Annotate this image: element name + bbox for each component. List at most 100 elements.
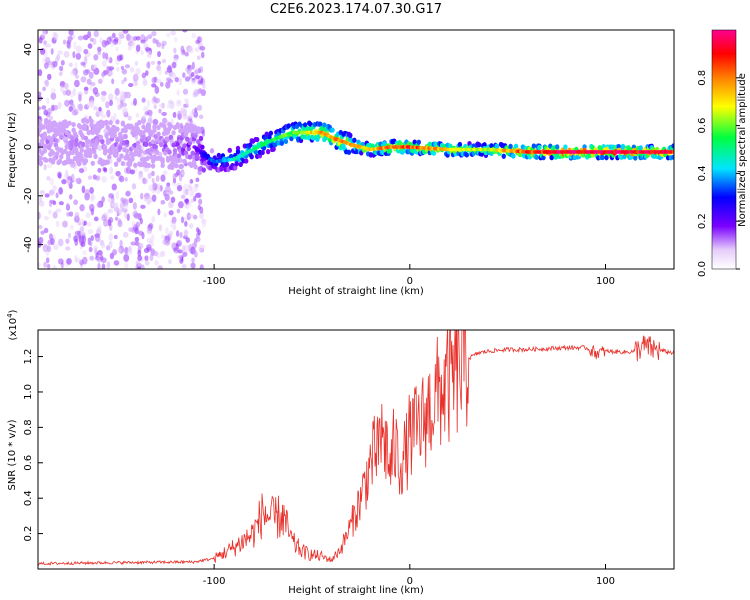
spectral-ridge-cell	[265, 149, 271, 155]
spectral-speckle	[158, 103, 165, 108]
spectral-speckle	[169, 230, 174, 237]
spectral-speckle	[197, 204, 201, 211]
spectral-ridge-cell	[194, 154, 200, 160]
spectral-speckle	[73, 199, 79, 206]
spectral-ridge-cell	[174, 163, 179, 169]
spectral-ridge-cell	[464, 152, 469, 158]
spectral-ridge-cell	[113, 147, 119, 153]
spectral-speckle	[48, 115, 54, 121]
spectral-ridge-cell	[63, 148, 68, 154]
spectral-speckle	[199, 264, 204, 269]
spectral-ridge-cell	[671, 143, 674, 149]
spectral-speckle	[191, 61, 195, 70]
spectral-ridge-cell	[196, 139, 201, 145]
spectral-speckle	[68, 105, 73, 112]
spectral-ridge-cell	[120, 160, 126, 167]
spectral-speckle	[140, 39, 146, 44]
spectral-speckle	[151, 177, 155, 184]
spectral-speckle	[42, 30, 47, 37]
spectral-speckle	[73, 79, 80, 88]
spectral-speckle	[94, 234, 101, 243]
spectral-speckle	[80, 76, 87, 83]
spectral-ridge-cell	[42, 134, 48, 140]
spectral-ridge-cell	[244, 158, 249, 164]
spectral-speckle	[137, 173, 144, 180]
spectral-speckle	[48, 209, 52, 215]
spectrogram-y-tick-label: 40	[23, 43, 34, 56]
snr-y-tick-label: 1.2	[23, 349, 34, 365]
spectral-speckle	[58, 71, 63, 77]
spectral-ridge-cell	[59, 134, 64, 140]
spectral-speckle	[105, 101, 110, 109]
spectral-speckle	[145, 61, 151, 69]
spectral-speckle	[61, 179, 67, 185]
snr-y-multiplier: (x104)	[6, 309, 19, 340]
colorbar-ticks: 0.0 0.2 0.4 0.6 0.8	[697, 70, 740, 277]
spectral-ridge-cell	[182, 143, 187, 149]
spectral-speckle	[83, 220, 88, 226]
spectral-speckle	[121, 102, 127, 108]
spectral-speckle	[181, 170, 185, 176]
spectral-ridge-cell	[104, 119, 109, 125]
spectral-speckle	[126, 213, 130, 221]
spectral-ridge-cell	[59, 154, 64, 160]
spectral-speckle	[82, 250, 87, 256]
spectral-speckle	[63, 83, 68, 89]
spectral-speckle	[147, 50, 152, 59]
spectral-ridge-cell	[38, 161, 43, 167]
spectral-ridge-cell	[238, 161, 243, 168]
spectral-speckle	[53, 32, 59, 41]
spectral-speckle	[128, 35, 134, 44]
spectral-speckle	[140, 50, 144, 56]
spectral-speckle	[190, 198, 195, 203]
spectral-speckle	[127, 248, 133, 255]
spectral-ridge-cell	[267, 134, 272, 140]
spectral-speckle	[188, 46, 194, 54]
spectral-ridge-cell	[168, 123, 174, 129]
spectral-speckle	[47, 107, 52, 115]
spectral-speckle	[117, 31, 124, 37]
spectral-ridge-cell	[135, 140, 141, 146]
spectral-speckle	[114, 36, 119, 43]
spectral-speckle	[182, 251, 188, 257]
spectral-speckle	[57, 101, 62, 110]
spectral-speckle	[122, 107, 128, 116]
spectral-speckle	[62, 134, 69, 143]
spectral-ridge-cell	[52, 155, 57, 161]
spectral-ridge-cell	[175, 123, 180, 130]
spectral-ridge-cell	[160, 157, 165, 163]
spectral-ridge-cell	[352, 137, 357, 143]
spectral-speckle	[191, 257, 195, 263]
spectral-speckle	[147, 117, 153, 125]
spectral-speckle	[164, 70, 168, 75]
spectral-speckle	[114, 88, 120, 96]
spectral-speckle	[151, 170, 155, 177]
spectral-speckle	[97, 51, 102, 56]
spectral-speckle	[194, 185, 199, 193]
spectral-speckle	[117, 104, 122, 111]
spectral-ridge-cell	[476, 142, 482, 148]
spectral-speckle	[176, 101, 182, 107]
spectral-ridge-cell	[108, 150, 113, 156]
spectral-speckle	[180, 107, 185, 115]
spectral-ridge-cell	[248, 142, 253, 148]
spectral-ridge-cell	[119, 153, 124, 159]
spectral-speckle	[177, 110, 181, 118]
spectral-speckle	[53, 244, 59, 250]
spectral-speckle	[190, 262, 196, 269]
spectral-speckle	[89, 186, 94, 194]
spectral-speckle	[131, 183, 137, 190]
spectrogram-frame	[37, 29, 675, 270]
spectral-ridge-cell	[254, 136, 260, 143]
spectral-speckle	[147, 34, 153, 40]
spectral-ridge-cell	[182, 158, 187, 164]
spectral-ridge-cell	[108, 120, 113, 126]
spectral-speckle	[122, 30, 129, 34]
spectral-speckle	[138, 242, 144, 249]
spectral-speckle	[49, 178, 55, 186]
spectral-speckle	[182, 88, 189, 95]
spectral-speckle	[55, 192, 59, 199]
spectral-speckle	[113, 260, 120, 266]
spectral-speckle	[134, 236, 140, 243]
